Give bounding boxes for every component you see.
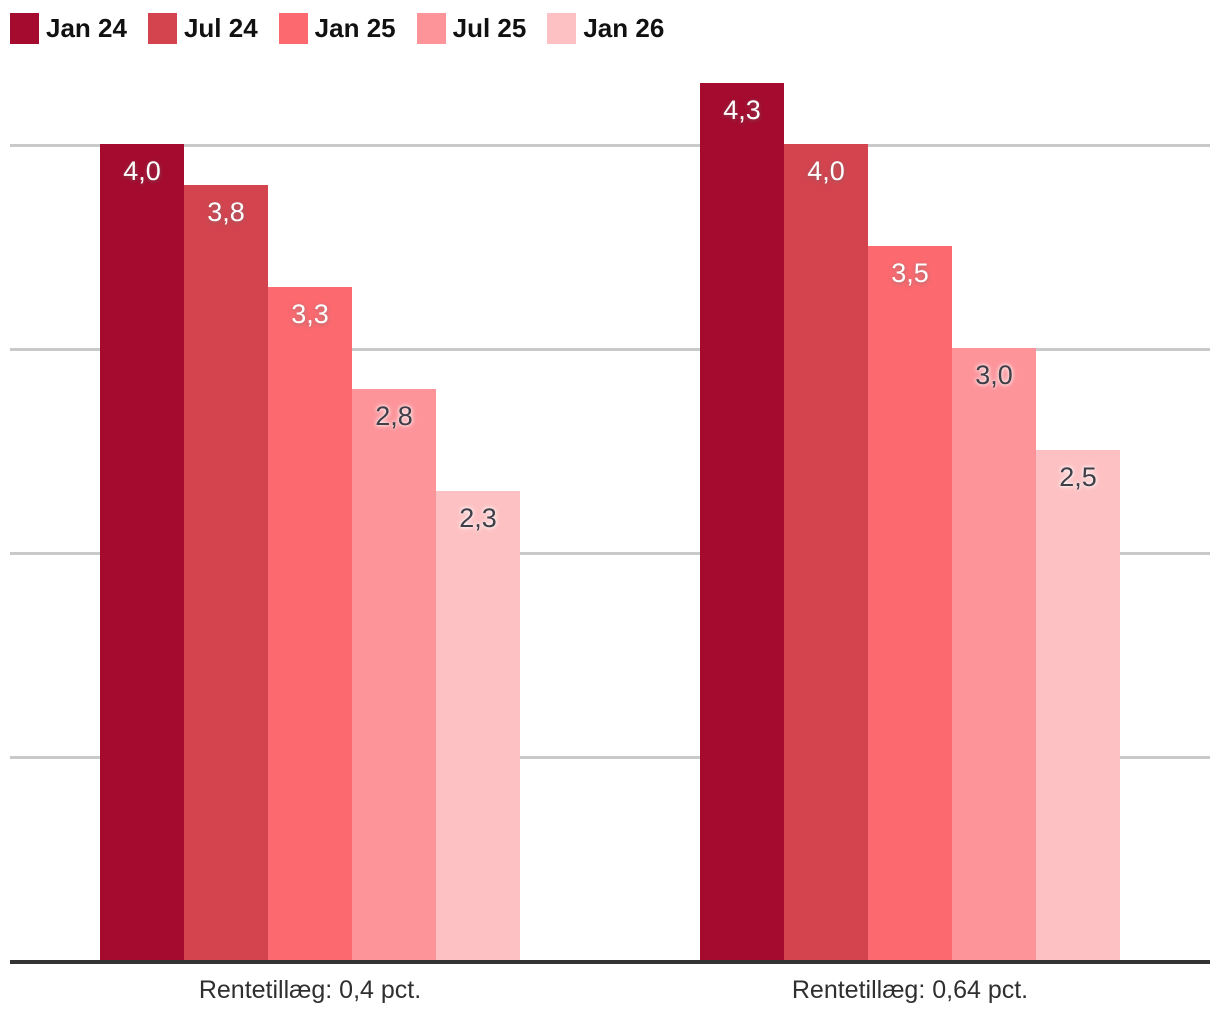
legend-item-jul-25[interactable]: Jul 25 xyxy=(416,13,527,44)
legend-item-jan-24[interactable]: Jan 24 xyxy=(10,13,127,44)
bar-group1-jan-25: 3,3 xyxy=(268,287,352,960)
x-axis-line xyxy=(10,960,1210,964)
bar-value-label: 4,0 xyxy=(807,156,845,186)
legend-swatch-jan-24 xyxy=(10,13,39,44)
group-caption-left: Rentetillæg: 0,4 pct. xyxy=(198,976,422,1004)
bar-value-label: 2,5 xyxy=(1059,462,1097,492)
bar-group2-jan-26: 2,5 xyxy=(1036,450,1120,960)
bar-group1-jul-24: 3,8 xyxy=(184,185,268,960)
bar-group1-jul-25: 2,8 xyxy=(352,389,436,960)
bar-value-label: 3,3 xyxy=(291,299,329,329)
legend-swatch-jan-26 xyxy=(547,13,577,44)
legend-item-jul-24[interactable]: Jul 24 xyxy=(147,13,258,44)
bar-group1-jan-26: 2,3 xyxy=(436,491,520,960)
bar-group2-jan-24: 4,3 xyxy=(700,83,784,960)
legend-label: Jan 24 xyxy=(46,13,127,43)
bar-value-label: 2,3 xyxy=(459,503,497,533)
chart-legend: Jan 24 Jul 24 Jan 25 Jul 25 Jan 26 xyxy=(10,13,664,44)
legend-swatch-jul-24 xyxy=(147,13,177,44)
legend-swatch-jul-25 xyxy=(416,13,446,44)
bar-value-label: 4,3 xyxy=(723,95,761,125)
bar-group2-jan-25: 3,5 xyxy=(868,246,952,960)
gridline-4 xyxy=(10,144,1210,147)
legend-item-jan-25[interactable]: Jan 25 xyxy=(278,13,396,44)
bar-value-label: 3,0 xyxy=(975,360,1013,390)
legend-item-jan-26[interactable]: Jan 26 xyxy=(547,13,664,44)
legend-label: Jul 24 xyxy=(183,13,258,43)
group-caption-right: Rentetillæg: 0,64 pct. xyxy=(791,976,1029,1004)
bar-value-label: 3,5 xyxy=(891,258,929,288)
bar-group1-jan-24: 4,0 xyxy=(100,144,184,960)
gridline-3 xyxy=(10,348,1210,351)
legend-label: Jul 25 xyxy=(452,13,527,43)
legend-label: Jan 25 xyxy=(314,13,396,43)
bar-group2-jul-24: 4,0 xyxy=(784,144,868,960)
gridline-2 xyxy=(10,552,1210,555)
bar-group2-jul-25: 3,0 xyxy=(952,348,1036,960)
bar-value-label: 4,0 xyxy=(123,156,161,186)
bar-value-label: 3,8 xyxy=(207,197,245,227)
legend-swatch-jan-25 xyxy=(278,13,308,44)
gridline-1 xyxy=(10,756,1210,759)
legend-label: Jan 26 xyxy=(583,13,665,43)
bar-value-label: 2,8 xyxy=(375,401,413,431)
